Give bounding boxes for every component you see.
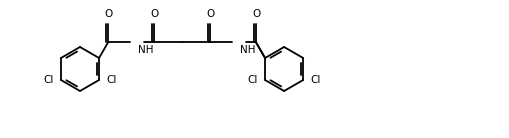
Text: Cl: Cl (247, 75, 258, 85)
Text: O: O (150, 9, 158, 19)
Text: Cl: Cl (309, 75, 320, 85)
Text: Cl: Cl (43, 75, 54, 85)
Text: O: O (251, 9, 260, 19)
Text: O: O (104, 9, 112, 19)
Text: NH: NH (240, 45, 255, 55)
Text: NH: NH (138, 45, 153, 55)
Text: O: O (206, 9, 214, 19)
Text: Cl: Cl (106, 75, 116, 85)
